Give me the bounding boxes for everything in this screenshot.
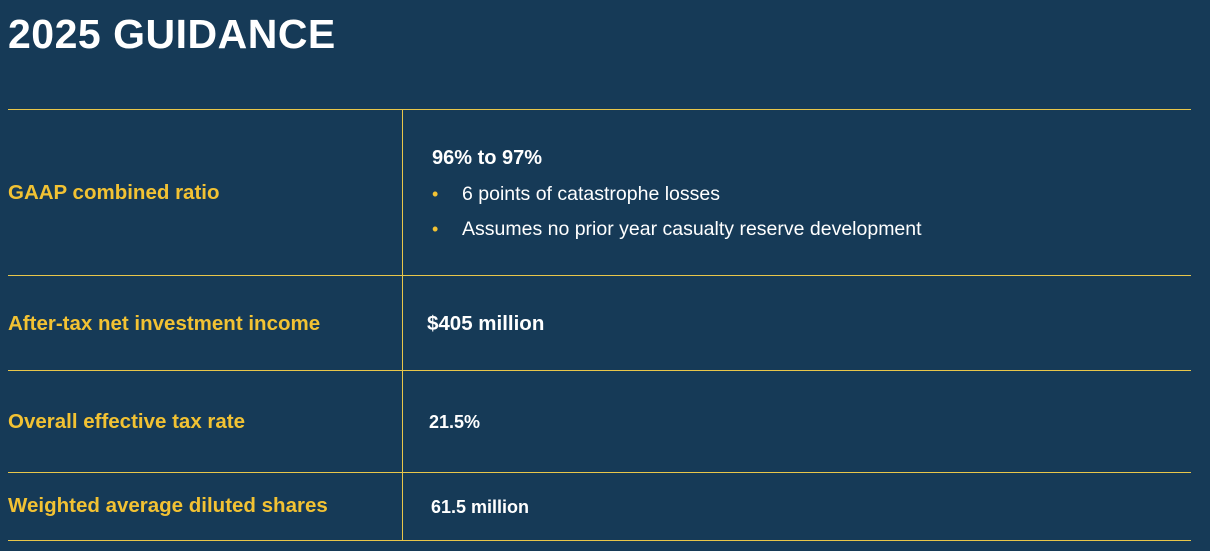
guidance-value-combined-ratio: 96% to 97%	[432, 147, 543, 169]
guidance-label-tax-rate: Overall effective tax rate	[8, 410, 246, 433]
column-divider	[402, 109, 403, 541]
page-title: 2025 GUIDANCE	[8, 11, 336, 57]
guidance-label-combined-ratio: GAAP combined ratio	[8, 181, 220, 204]
guidance-value-tax-rate: 21.5%	[429, 412, 481, 432]
table-top-rule	[8, 109, 1191, 110]
bullet-text: Assumes no prior year casualty reserve d…	[462, 218, 922, 240]
guidance-value-diluted-shares: 61.5 million	[431, 497, 530, 517]
guidance-label-investment-income: After-tax net investment income	[8, 312, 321, 335]
guidance-label-diluted-shares: Weighted average diluted shares	[8, 494, 328, 517]
row-divider	[8, 472, 1191, 473]
bullet-text: 6 points of catastrophe losses	[462, 183, 720, 205]
guidance-value-investment-income: $405 million	[427, 312, 545, 335]
bullet-icon: •	[432, 219, 439, 239]
row-divider	[8, 370, 1191, 371]
table-bottom-rule	[8, 540, 1191, 541]
row-divider	[8, 275, 1191, 276]
bullet-icon: •	[432, 184, 439, 204]
